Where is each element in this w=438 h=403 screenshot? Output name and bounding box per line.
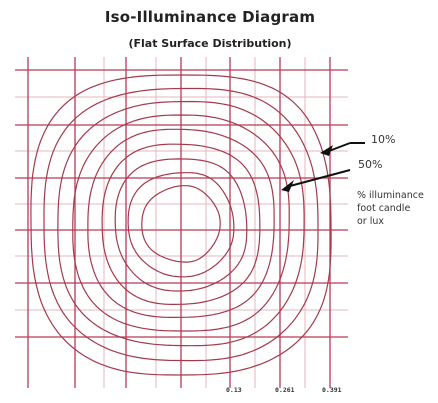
contour-ring-5 xyxy=(87,128,275,318)
contour-group xyxy=(30,74,332,376)
contour-ring-6 xyxy=(101,143,261,305)
label-50-percent: 50% xyxy=(358,158,383,171)
arrow-50-line xyxy=(289,169,351,187)
tick-label-0-13: 0.13 xyxy=(226,386,242,394)
diagram-subtitle: (Flat Surface Distribution) xyxy=(128,37,292,50)
contour-ring-3 xyxy=(57,100,305,347)
tick-label-0-391: 0.391 xyxy=(322,386,342,394)
arrow-10-head xyxy=(320,145,333,156)
tick-label-0-261: 0.261 xyxy=(275,386,295,394)
legend-line-1: % illuminance xyxy=(357,190,424,201)
contour-ring-7 xyxy=(114,158,248,292)
contour-ring-2 xyxy=(43,87,319,362)
contour-ring-4 xyxy=(72,114,290,332)
contour-ring-9 xyxy=(141,185,221,263)
diagram-title: Iso-Illuminance Diagram xyxy=(104,8,316,26)
arrow-50-head xyxy=(281,180,294,192)
grid xyxy=(15,57,348,388)
arrow-10-line xyxy=(328,142,351,152)
label-10-percent: 10% xyxy=(371,133,396,146)
legend-line-2: foot candle xyxy=(357,203,411,214)
contour-ring-8 xyxy=(127,172,235,278)
contour-ring-1 xyxy=(30,74,332,376)
annotation-arrows xyxy=(281,142,365,192)
legend-line-3: or lux xyxy=(357,216,385,227)
